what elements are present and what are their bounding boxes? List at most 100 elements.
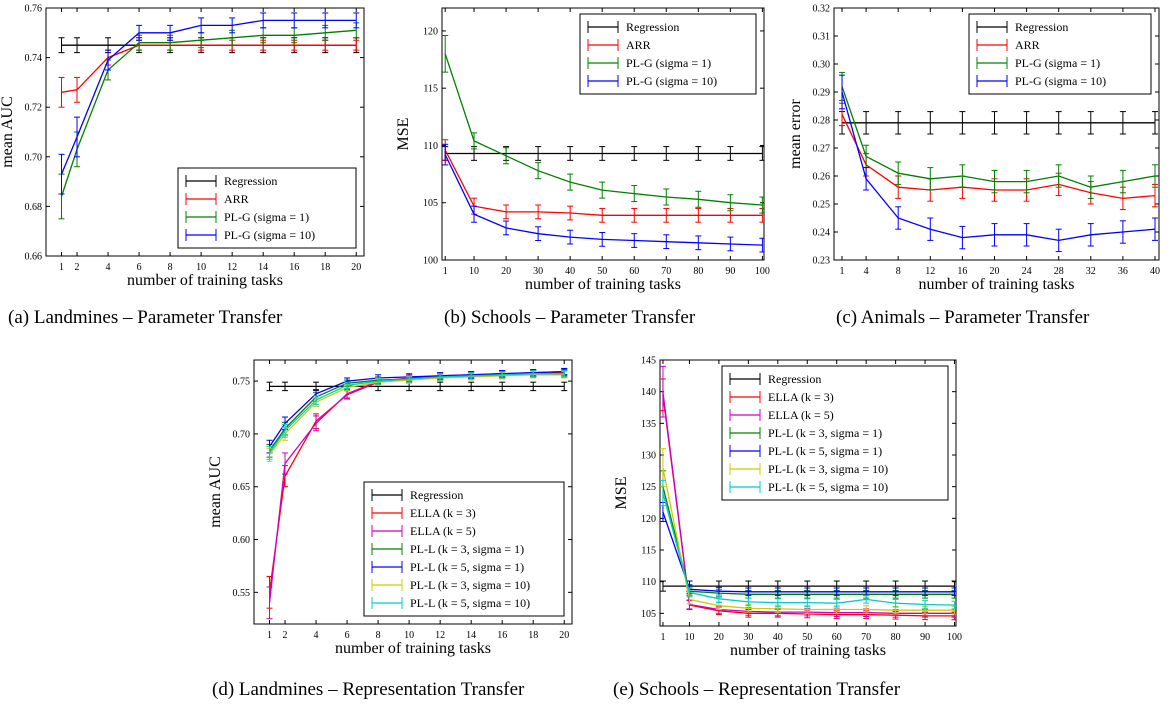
x-tick-label: 90 xyxy=(920,632,930,643)
legend-label: ELLA (k = 3) xyxy=(768,390,834,404)
plot-frame xyxy=(659,359,957,627)
x-tick-label: 80 xyxy=(693,266,703,277)
legend-label: PL-G (sigma = 1) xyxy=(224,210,309,224)
legend-label: PL-L (k = 5, sigma = 1) xyxy=(410,560,524,574)
series-line xyxy=(841,86,1156,188)
x-tick-label: 1 xyxy=(59,262,64,273)
chart-panel-schools-parameter: 1 10 20 30 40 50 60 70 80 90 100 100 105 110 115 120 num… xyxy=(395,0,780,300)
chart-panel-schools-representation: 1 10 20 30 40 50 60 70 80 90 100 105 110 115 120 125 130… xyxy=(604,350,984,670)
series-group xyxy=(660,448,956,615)
legend-label: PL-G (sigma = 10) xyxy=(224,228,315,242)
series-group xyxy=(442,143,764,253)
legend-label: PL-G (sigma = 1) xyxy=(626,56,711,70)
y-tick-label: 0.24 xyxy=(813,228,831,239)
y-tick-label: 0.31 xyxy=(813,32,831,43)
x-tick-label: 1 xyxy=(840,266,845,277)
chart-schools-parameter: 1 10 20 30 40 50 60 70 80 90 100100105110115120num… xyxy=(395,7,770,293)
y-tick-label: 0.76 xyxy=(25,4,43,15)
y-tick-label: 0.30 xyxy=(813,60,831,71)
legend-label: PL-G (sigma = 1) xyxy=(1015,56,1100,70)
y-tick-label: 0.70 xyxy=(233,429,251,440)
legend-label: PL-L (k = 3, sigma = 10) xyxy=(768,462,888,476)
y-tick-label: 140 xyxy=(641,387,656,398)
chart-panel-landmines-parameter: 1 2 4 6 8 10 12 14 16 18 20 0.66 0.68 0.70 0.72 0.74 0.7… xyxy=(0,0,390,300)
x-tick-label: 12 xyxy=(435,630,445,641)
series-line xyxy=(841,114,1156,200)
caption-landmines-parameter: (a) Landmines – Parameter Transfer xyxy=(8,307,283,328)
legend-label: PL-L (k = 3, sigma = 1) xyxy=(410,542,524,556)
x-tick-label: 70 xyxy=(661,266,671,277)
x-tick-label: 8 xyxy=(896,266,901,277)
x-tick-label: 60 xyxy=(832,632,842,643)
legend-label: Regression xyxy=(768,372,821,386)
series-group xyxy=(58,12,360,195)
x-tick-label: 2 xyxy=(75,262,80,273)
y-tick-label: 0.60 xyxy=(233,535,251,546)
legend-label: PL-L (k = 5, sigma = 10) xyxy=(768,480,888,494)
y-tick-label: 135 xyxy=(641,419,656,430)
series-group xyxy=(442,139,764,223)
x-tick-label: 30 xyxy=(533,266,543,277)
y-tick-label: 0.23 xyxy=(813,256,831,267)
y-tick-label: 0.29 xyxy=(813,88,831,99)
caption-animals-parameter: (c) Animals – Parameter Transfer xyxy=(836,307,1090,328)
x-axis-label: number of training tasks xyxy=(335,640,491,657)
x-tick-label: 1 xyxy=(443,266,448,277)
legend-label: Regression xyxy=(626,20,679,34)
y-tick-label: 115 xyxy=(641,546,656,557)
x-tick-label: 28 xyxy=(1054,266,1064,277)
plot-frame xyxy=(441,7,765,261)
x-tick-label: 20 xyxy=(989,266,999,277)
x-tick-label: 12 xyxy=(227,262,237,273)
x-tick-label: 6 xyxy=(137,262,142,273)
caption-schools-parameter: (b) Schools – Parameter Transfer xyxy=(444,307,696,328)
series-group xyxy=(266,370,568,460)
x-tick-label: 20 xyxy=(559,630,569,641)
plot-frame xyxy=(45,7,365,257)
caption-schools-representation: (e) Schools – Representation Transfer xyxy=(613,679,901,700)
y-tick-label: 0.74 xyxy=(25,53,43,64)
legend-label: ARR xyxy=(626,38,651,52)
plot-frame xyxy=(833,7,1160,261)
y-tick-label: 0.28 xyxy=(813,116,831,127)
y-tick-label: 0.55 xyxy=(233,588,251,599)
series-line xyxy=(841,91,1156,242)
x-tick-label: 4 xyxy=(314,630,319,641)
x-tick-label: 4 xyxy=(106,262,111,273)
x-tick-label: 20 xyxy=(714,632,724,643)
chart-schools-representation: 1 10 20 30 40 50 60 70 80 90 100105110115120125130… xyxy=(613,356,962,660)
chart-panel-animals-parameter: 1 4 8 12 16 20 24 28 32 36 40 0.23 0.24 0.25 0.26 0.27 0… xyxy=(787,0,1176,300)
chart-animals-parameter: 1 4 8 12 16 20 24 28 32 36 40 0.23 0.24 0.25 0.26 0.27 0… xyxy=(787,4,1160,294)
y-tick-label: 130 xyxy=(641,451,656,462)
y-tick-label: 0.26 xyxy=(813,172,831,183)
series-group xyxy=(266,371,568,462)
x-tick-label: 12 xyxy=(925,266,935,277)
series-group xyxy=(442,146,764,161)
legend-label: Regression xyxy=(224,174,277,188)
y-axis-label: MSE xyxy=(395,118,412,151)
series-line xyxy=(662,511,955,593)
y-tick-label: 0.32 xyxy=(813,4,831,15)
series-line xyxy=(268,370,565,447)
x-tick-label: 16 xyxy=(497,630,507,641)
y-tick-label: 100 xyxy=(423,256,438,267)
series-group xyxy=(266,367,568,454)
x-tick-label: 8 xyxy=(168,262,173,273)
x-axis-label: number of training tasks xyxy=(127,272,283,289)
chart-panel-landmines-representation: 1 2 4 6 8 10 12 14 16 18 20 0.55 0.60 0.65 0.70 0.75 num… xyxy=(196,350,596,670)
x-tick-label: 14 xyxy=(258,262,268,273)
x-tick-label: 90 xyxy=(725,266,735,277)
series-line xyxy=(60,19,357,175)
x-tick-label: 60 xyxy=(629,266,639,277)
series-line xyxy=(662,486,955,595)
x-tick-label: 100 xyxy=(947,632,962,643)
series-group xyxy=(839,111,1158,135)
legend-label: ELLA (k = 5) xyxy=(768,408,834,422)
series-group xyxy=(442,34,764,214)
x-tick-label: 100 xyxy=(755,266,770,277)
legend-label: Regression xyxy=(1015,20,1068,34)
y-tick-label: 0.25 xyxy=(813,200,831,211)
x-tick-label: 4 xyxy=(864,266,869,277)
x-tick-label: 30 xyxy=(743,632,753,643)
y-tick-label: 0.66 xyxy=(25,252,43,263)
